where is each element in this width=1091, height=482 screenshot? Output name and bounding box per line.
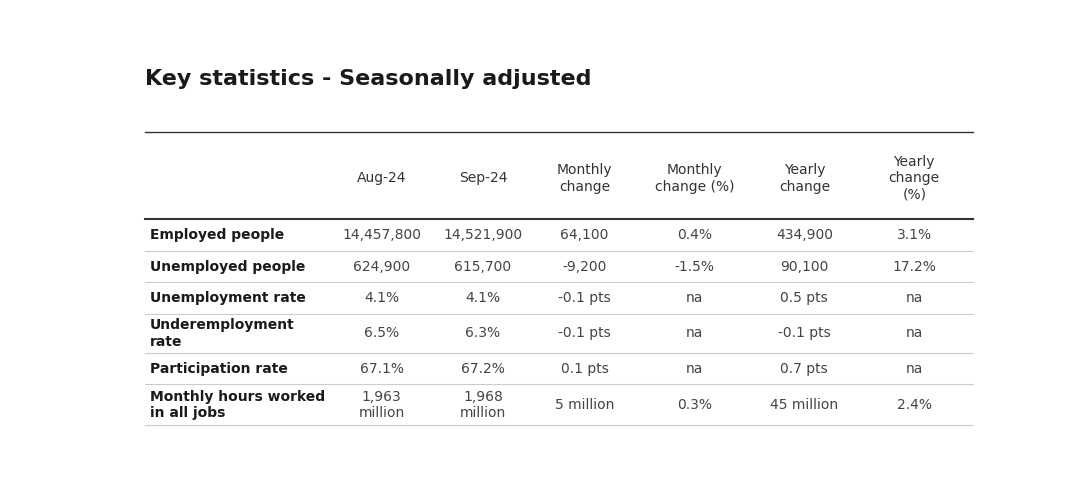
Text: -0.1 pts: -0.1 pts	[559, 291, 611, 305]
Text: na: na	[906, 326, 923, 340]
Text: na: na	[906, 362, 923, 375]
Text: 14,521,900: 14,521,900	[443, 228, 523, 242]
Text: 6.5%: 6.5%	[364, 326, 399, 340]
Text: 0.7 pts: 0.7 pts	[780, 362, 828, 375]
Text: 1,963
million: 1,963 million	[359, 390, 405, 420]
Text: 67.2%: 67.2%	[461, 362, 505, 375]
Text: Underemployment
rate: Underemployment rate	[149, 318, 295, 348]
Text: 0.4%: 0.4%	[676, 228, 712, 242]
Text: Employed people: Employed people	[149, 228, 284, 242]
Text: -1.5%: -1.5%	[674, 260, 715, 274]
Text: Monthly hours worked
in all jobs: Monthly hours worked in all jobs	[149, 390, 325, 420]
Text: Key statistics - Seasonally adjusted: Key statistics - Seasonally adjusted	[145, 69, 591, 89]
Text: 45 million: 45 million	[770, 398, 838, 412]
Text: Participation rate: Participation rate	[149, 362, 288, 375]
Text: 5 million: 5 million	[555, 398, 614, 412]
Text: na: na	[686, 326, 703, 340]
Text: Monthly
change (%): Monthly change (%)	[655, 163, 734, 194]
Text: 4.1%: 4.1%	[364, 291, 399, 305]
Text: 67.1%: 67.1%	[360, 362, 404, 375]
Text: 64,100: 64,100	[561, 228, 609, 242]
Text: na: na	[686, 291, 703, 305]
Text: 14,457,800: 14,457,800	[343, 228, 421, 242]
Text: Aug-24: Aug-24	[357, 172, 406, 186]
Text: 6.3%: 6.3%	[466, 326, 501, 340]
Text: Unemployment rate: Unemployment rate	[149, 291, 305, 305]
Text: 90,100: 90,100	[780, 260, 828, 274]
Text: -0.1 pts: -0.1 pts	[559, 326, 611, 340]
Text: Unemployed people: Unemployed people	[149, 260, 305, 274]
Text: na: na	[906, 291, 923, 305]
Text: 4.1%: 4.1%	[466, 291, 501, 305]
Text: na: na	[686, 362, 703, 375]
Text: 17.2%: 17.2%	[892, 260, 936, 274]
Text: Yearly
change
(%): Yearly change (%)	[889, 155, 939, 201]
Text: Sep-24: Sep-24	[459, 172, 507, 186]
Text: 624,900: 624,900	[353, 260, 410, 274]
Text: 2.4%: 2.4%	[897, 398, 932, 412]
Text: 3.1%: 3.1%	[897, 228, 932, 242]
Text: 0.5 pts: 0.5 pts	[780, 291, 828, 305]
Text: -9,200: -9,200	[562, 260, 607, 274]
Text: 0.3%: 0.3%	[676, 398, 712, 412]
Text: 615,700: 615,700	[455, 260, 512, 274]
Text: 434,900: 434,900	[776, 228, 832, 242]
Text: Monthly
change: Monthly change	[556, 163, 612, 194]
Text: 1,968
million: 1,968 million	[460, 390, 506, 420]
Text: 0.1 pts: 0.1 pts	[561, 362, 609, 375]
Text: -0.1 pts: -0.1 pts	[778, 326, 830, 340]
Text: Yearly
change: Yearly change	[779, 163, 830, 194]
